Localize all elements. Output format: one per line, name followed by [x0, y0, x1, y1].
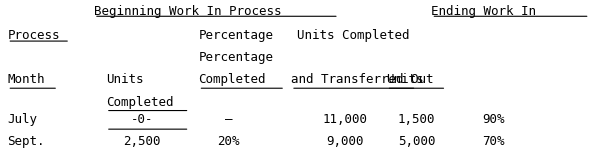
Text: —: — [224, 113, 232, 126]
Text: Process: Process [7, 29, 60, 42]
Text: 5,000: 5,000 [398, 135, 435, 148]
Text: and Transferred Out: and Transferred Out [291, 73, 434, 86]
Text: 11,000: 11,000 [322, 113, 367, 126]
Text: July: July [7, 113, 37, 126]
Text: Percentage: Percentage [199, 51, 274, 64]
Text: Month: Month [7, 73, 45, 86]
Text: 2,500: 2,500 [123, 135, 160, 148]
Text: 70%: 70% [482, 135, 505, 148]
Text: Percentage: Percentage [199, 29, 274, 42]
Text: Completed: Completed [199, 73, 266, 86]
Text: Units: Units [386, 73, 424, 86]
Text: Ending Work In: Ending Work In [431, 5, 536, 18]
Text: Units: Units [106, 73, 143, 86]
Text: Units Completed: Units Completed [297, 29, 410, 42]
Text: Sept.: Sept. [7, 135, 45, 148]
Text: -0-: -0- [130, 113, 153, 126]
Text: 90%: 90% [482, 113, 505, 126]
Text: 9,000: 9,000 [326, 135, 364, 148]
Text: 20%: 20% [217, 135, 239, 148]
Text: Completed: Completed [106, 96, 173, 109]
Text: 1,500: 1,500 [398, 113, 435, 126]
Text: Beginning Work In Process: Beginning Work In Process [94, 5, 281, 18]
